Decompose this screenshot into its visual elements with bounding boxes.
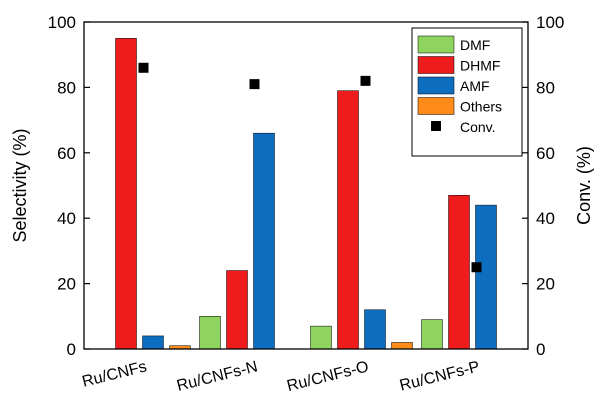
category-label-2: Ru/CNFs-O [285, 358, 370, 395]
category-labels: Ru/CNFs Ru/CNFs-N Ru/CNFs-O Ru/CNFs-P [81, 358, 482, 395]
legend-label-dmf: DMF [460, 37, 490, 53]
axis-ticks-group [84, 21, 528, 350]
bar-dhmf-0 [115, 38, 137, 350]
left-axis-tick-labels: 0 20 40 60 80 100 [48, 13, 76, 359]
bar-amf-0 [142, 335, 164, 350]
plot-frame [83, 21, 529, 350]
left-tick-label-60: 60 [57, 144, 76, 163]
category-label-1: Ru/CNFs-N [175, 358, 259, 394]
left-tick-label-0: 0 [67, 340, 76, 359]
left-axis-title: Selectivity (%) [10, 128, 30, 242]
legend: DMF DHMF AMF Others Conv. [411, 27, 523, 157]
legend-swatch-amf [417, 76, 455, 95]
bar-dhmf-1 [226, 270, 248, 350]
legend-swatch-dmf [417, 35, 455, 54]
legend-label-others: Others [460, 99, 502, 115]
category-label-3: Ru/CNFs-P [398, 358, 481, 394]
category-label-0: Ru/CNFs [81, 358, 149, 390]
legend-swatch-dhmf [417, 56, 455, 74]
left-tick-label-40: 40 [57, 209, 76, 228]
bar-others-2 [391, 342, 413, 350]
conversion-marker-1 [249, 79, 260, 90]
bar-dhmf-2 [337, 90, 359, 350]
right-tick-label-60: 60 [536, 144, 555, 163]
left-tick-label-100: 100 [48, 13, 76, 32]
right-tick-label-0: 0 [536, 340, 545, 359]
right-axis-tick-labels: 0 20 40 60 80 100 [536, 13, 564, 359]
bar-amf-1 [253, 132, 275, 350]
legend-label-amf: AMF [460, 78, 490, 94]
bar-dmf-1 [199, 316, 221, 350]
right-tick-label-20: 20 [536, 275, 555, 294]
right-tick-label-100: 100 [536, 13, 564, 32]
legend-label-dhmf: DHMF [460, 58, 500, 74]
left-tick-label-80: 80 [57, 78, 76, 97]
conversion-marker-0 [138, 62, 149, 73]
bar-dhmf-3 [448, 195, 470, 350]
conversion-marker-2 [360, 75, 371, 86]
legend-swatch-conv [431, 121, 441, 131]
right-tick-label-40: 40 [536, 209, 555, 228]
bar-dmf-3 [421, 319, 443, 350]
bar-amf-2 [364, 309, 386, 350]
conversion-markers-group [138, 62, 482, 273]
bar-dmf-2 [310, 325, 332, 350]
left-tick-label-20: 20 [57, 275, 76, 294]
right-axis-title: Conv. (%) [574, 146, 594, 225]
legend-label-conv: Conv. [460, 119, 496, 135]
legend-swatch-others [417, 97, 455, 115]
bars-group [115, 38, 497, 350]
bar-amf-3 [475, 204, 497, 350]
right-tick-label-80: 80 [536, 78, 555, 97]
conversion-marker-3 [471, 262, 482, 273]
